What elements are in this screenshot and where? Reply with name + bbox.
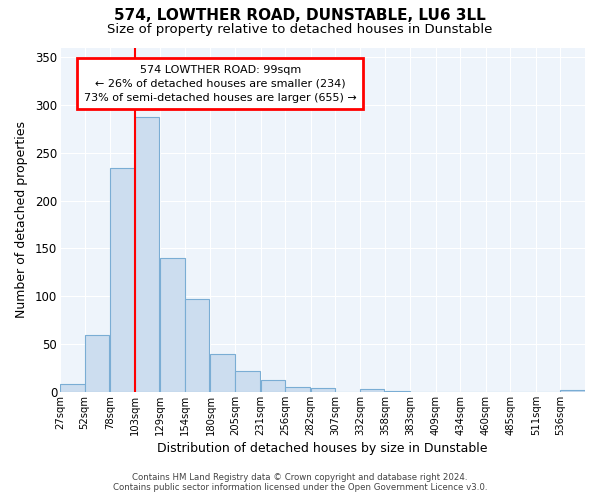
Text: Contains HM Land Registry data © Crown copyright and database right 2024.
Contai: Contains HM Land Registry data © Crown c… (113, 473, 487, 492)
Bar (85, 336, 109, 392)
Bar (60, 384, 85, 392)
Bar (311, 388, 335, 392)
Bar (260, 380, 285, 392)
Y-axis label: Number of detached properties: Number of detached properties (15, 121, 28, 318)
Bar (134, 118, 159, 392)
Bar (211, 354, 235, 392)
Text: 574, LOWTHER ROAD, DUNSTABLE, LU6 3LL: 574, LOWTHER ROAD, DUNSTABLE, LU6 3LL (114, 8, 486, 22)
X-axis label: Distribution of detached houses by size in Dunstable: Distribution of detached houses by size … (157, 442, 488, 455)
Bar (235, 371, 260, 392)
Bar (285, 387, 310, 392)
Bar (160, 258, 185, 392)
Text: 574 LOWTHER ROAD: 99sqm
← 26% of detached houses are smaller (234)
73% of semi-d: 574 LOWTHER ROAD: 99sqm ← 26% of detache… (84, 64, 356, 102)
Bar (110, 168, 134, 392)
Bar (385, 391, 410, 392)
Text: Size of property relative to detached houses in Dunstable: Size of property relative to detached ho… (107, 22, 493, 36)
Bar (560, 390, 585, 392)
Bar (185, 299, 209, 392)
Bar (360, 389, 385, 392)
